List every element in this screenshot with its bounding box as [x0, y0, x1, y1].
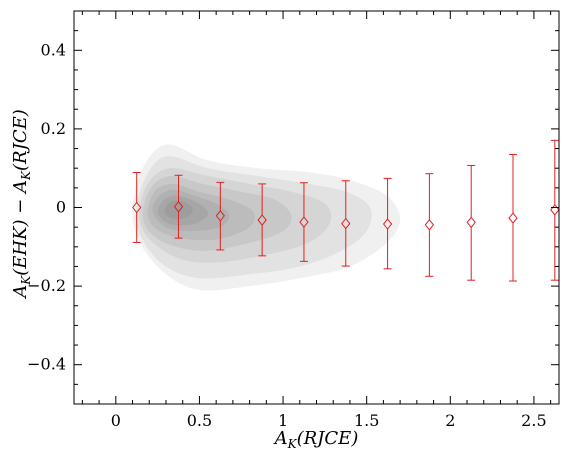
data-point-3	[215, 209, 225, 222]
y-tick-label: 0.4	[41, 40, 66, 59]
density-contour-level-7	[157, 195, 209, 226]
error-bar-2	[174, 174, 183, 239]
error-bar-7	[383, 177, 392, 270]
y-tick-label: −0.2	[27, 276, 66, 295]
data-point-5	[299, 216, 309, 228]
y-tick-label: 0	[56, 198, 66, 217]
error-bar-8	[425, 173, 434, 277]
y-tick-label: 0.2	[41, 119, 66, 138]
error-bars	[132, 139, 559, 282]
density-contour-level-8	[164, 200, 193, 220]
data-point-7	[382, 218, 393, 230]
x-tick-label: 1.5	[354, 411, 379, 430]
x-axis-label: AK(RJCE)	[273, 428, 359, 450]
error-bar-10	[509, 153, 518, 282]
y-axis-ticks: −0.4 −0.2 0 0.2 0.4	[27, 10, 559, 405]
error-bar-6	[341, 180, 350, 267]
error-bar-1	[132, 172, 141, 243]
density-contours	[132, 144, 401, 291]
density-contour-level-1	[132, 144, 401, 291]
data-point-10	[508, 212, 518, 224]
data-point-4	[257, 214, 267, 226]
error-bar-11	[550, 139, 559, 281]
density-contour-level-2	[135, 156, 372, 279]
data-point-9	[466, 216, 476, 229]
density-contour-level-6	[152, 189, 230, 232]
x-tick-label: 2.5	[521, 411, 546, 430]
data-point-8	[424, 218, 435, 231]
data-markers	[132, 200, 560, 231]
y-axis-label: AK(EHK) − AK(RJCE)	[10, 109, 33, 300]
x-tick-label: 0.5	[187, 411, 212, 430]
x-tick-label: 2	[445, 411, 455, 430]
data-point-2	[173, 200, 184, 213]
error-bar-5	[299, 182, 308, 262]
x-axis-ticks: 0 0.5 1 1.5 2 2.5	[81, 11, 552, 430]
data-point-6	[341, 217, 351, 230]
error-bar-3	[216, 181, 225, 251]
data-point-1	[132, 201, 142, 214]
x-tick-label: 0	[111, 411, 121, 430]
y-tick-label: −0.4	[27, 355, 66, 374]
density-contour-level-5	[147, 183, 255, 241]
density-contour-level-4	[142, 176, 292, 251]
error-bar-9	[467, 164, 476, 281]
error-bar-4	[258, 183, 267, 257]
data-point-11	[550, 204, 560, 216]
density-contour-level-3	[139, 168, 332, 263]
x-tick-label: 1	[278, 411, 288, 430]
